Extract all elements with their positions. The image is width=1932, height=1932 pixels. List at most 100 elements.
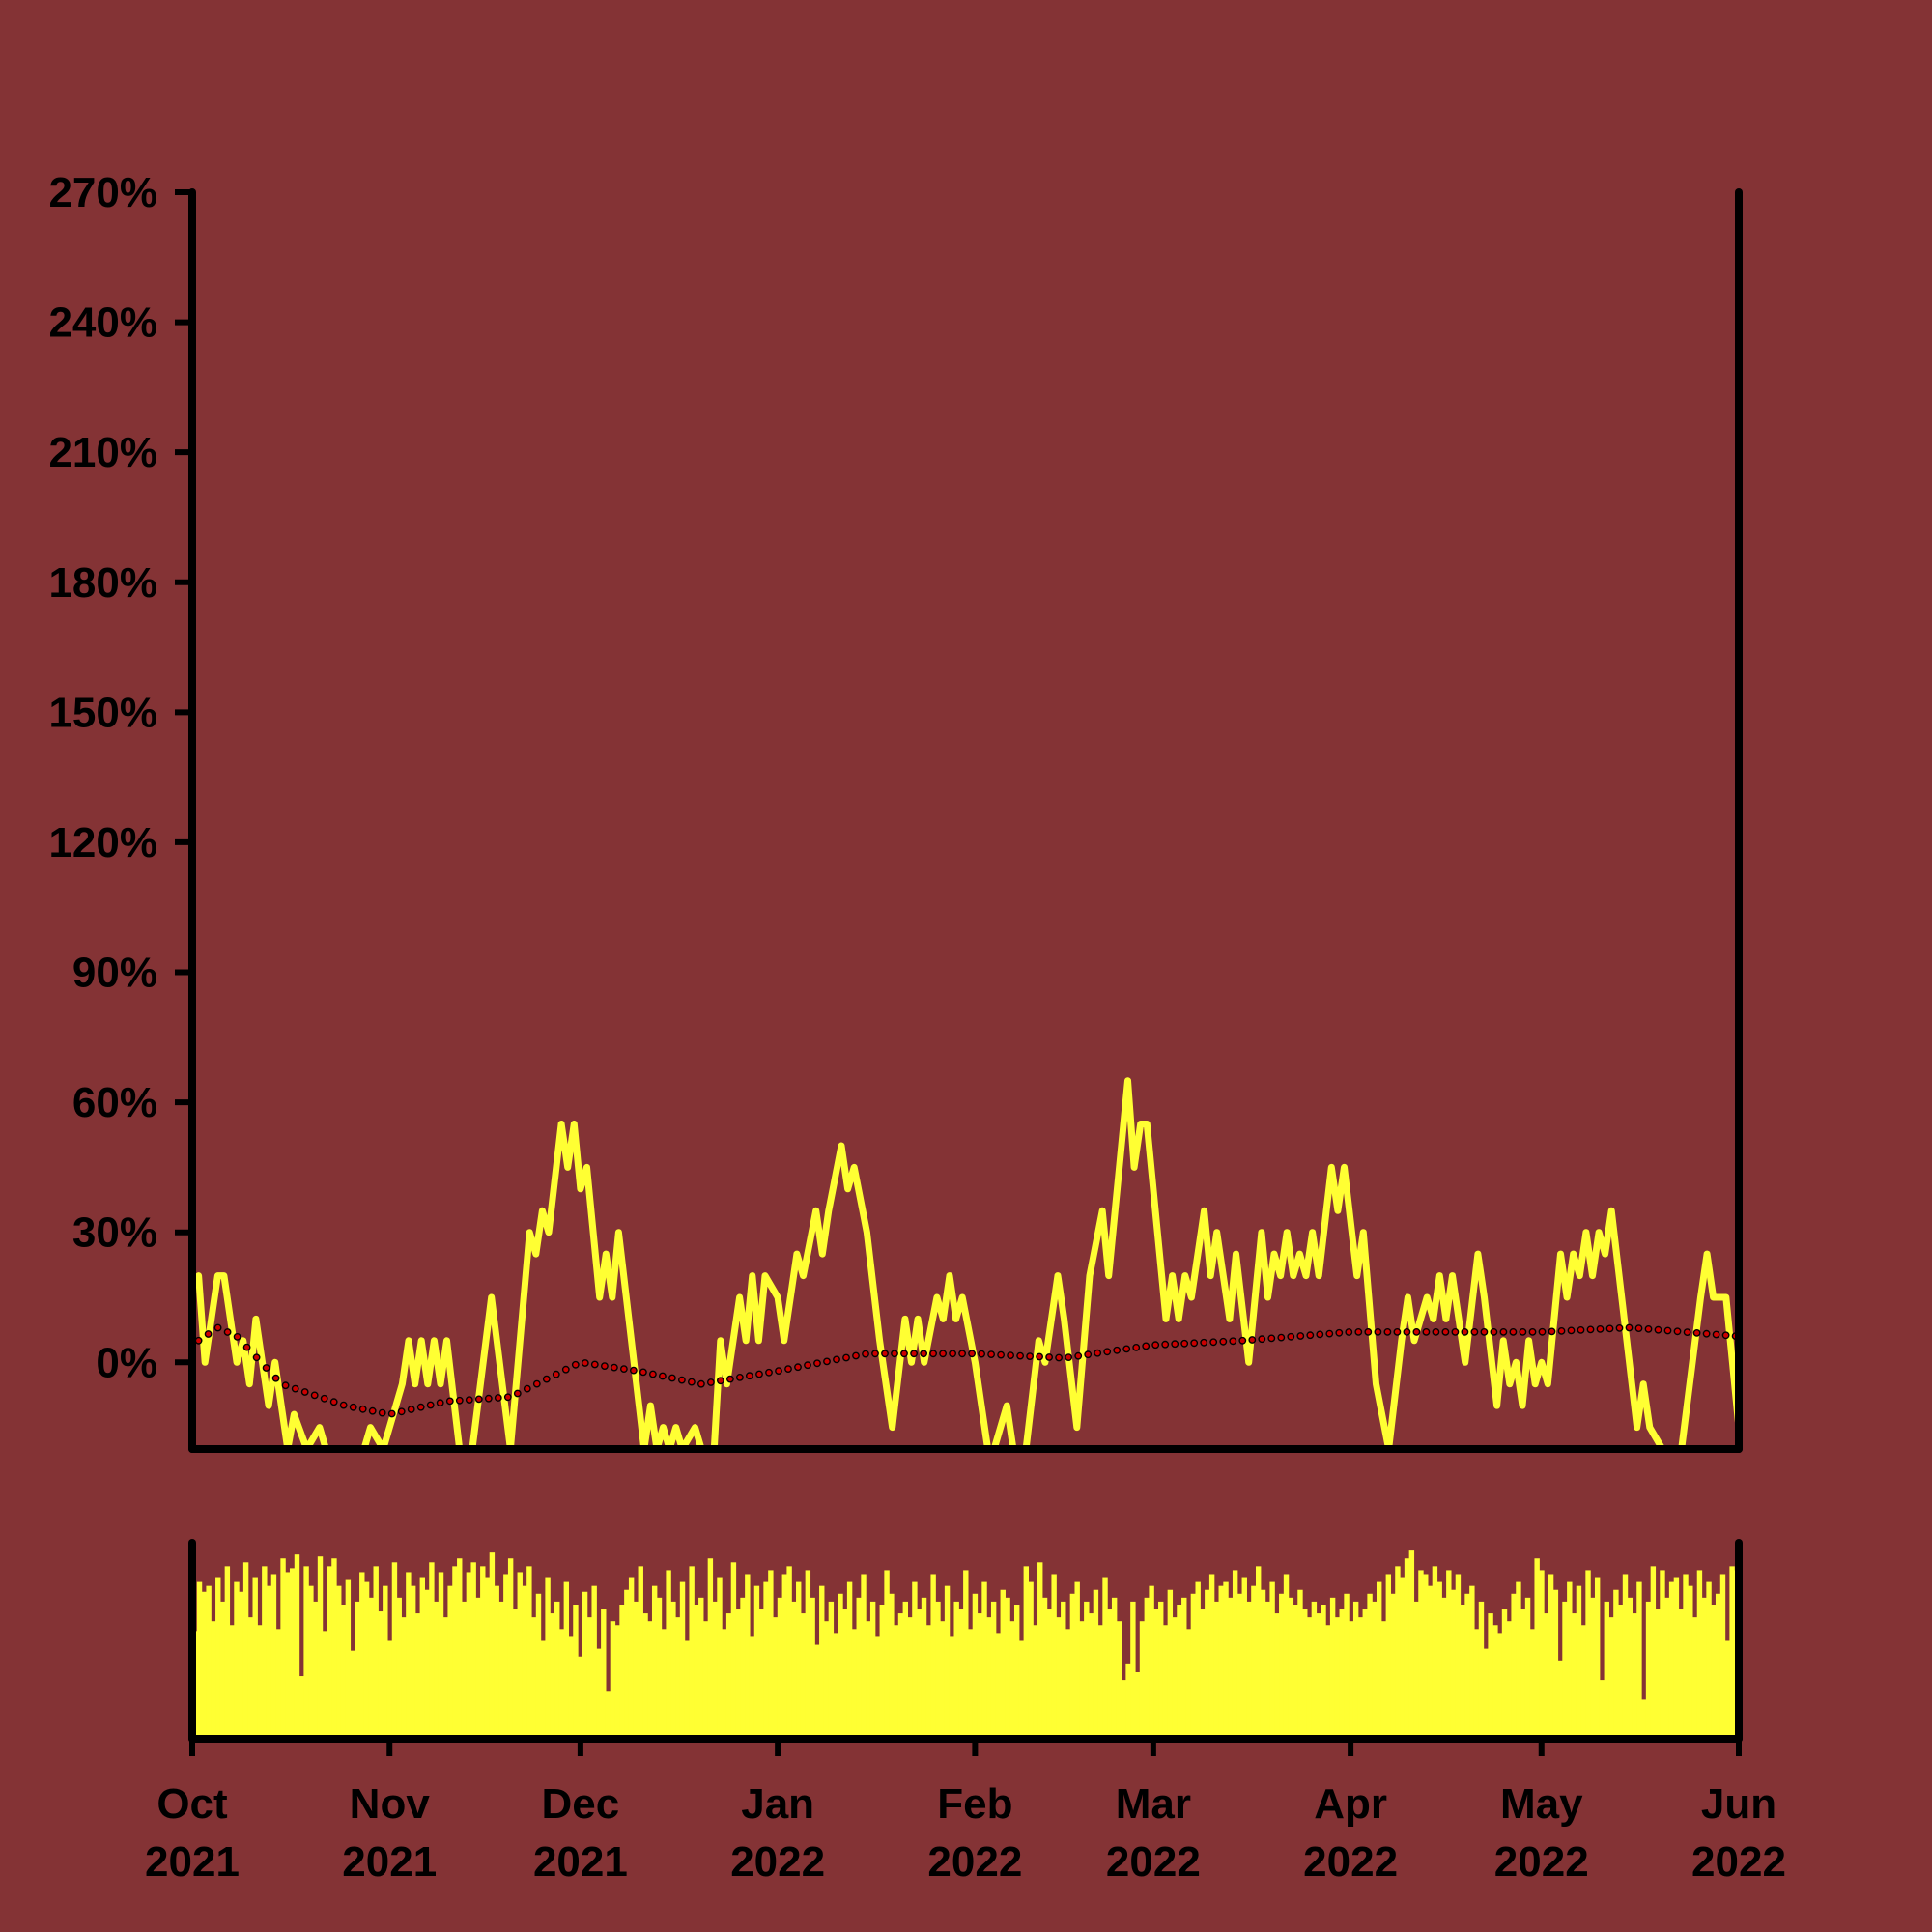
volume-bar (1185, 1629, 1192, 1739)
trend-point (387, 1409, 396, 1418)
volume-bar (712, 1601, 718, 1739)
volume-bar (670, 1601, 676, 1739)
volume-bar (1056, 1617, 1062, 1739)
trend-point (1702, 1329, 1711, 1338)
volume-bar (1134, 1671, 1141, 1739)
volume-bar (1172, 1617, 1178, 1739)
trend-point (804, 1361, 811, 1370)
trend-point (281, 1381, 290, 1390)
trend-point (1161, 1340, 1170, 1349)
trend-point (1509, 1328, 1518, 1336)
trend-point (842, 1353, 850, 1362)
volume-bar (308, 1585, 314, 1739)
volume-bar (1033, 1625, 1038, 1739)
volume-bar (1618, 1605, 1624, 1739)
volume-bar (702, 1621, 709, 1739)
trend-point (987, 1350, 995, 1359)
volume-bar (1413, 1601, 1419, 1739)
trend-point (949, 1350, 956, 1358)
volume-bar (1691, 1617, 1698, 1739)
volume-bar (1688, 1585, 1693, 1739)
volume-bar (1464, 1593, 1470, 1739)
trend-point (1354, 1328, 1363, 1336)
trend-point (1528, 1328, 1537, 1336)
volume-bar (749, 1636, 755, 1739)
volume-bar (1181, 1597, 1187, 1739)
volume-bar (336, 1585, 342, 1739)
trend-point (523, 1384, 531, 1393)
trend-point (1683, 1328, 1691, 1337)
trend-point (871, 1350, 879, 1358)
trend-point (630, 1366, 638, 1375)
trend-point (1605, 1324, 1614, 1333)
volume-bar (1000, 1589, 1006, 1739)
volume-bar (1719, 1574, 1726, 1739)
trend-point (620, 1365, 628, 1374)
trend-point (1325, 1329, 1334, 1338)
trend-point (474, 1395, 483, 1404)
volume-bar (285, 1572, 291, 1739)
volume-bar (298, 1676, 304, 1739)
volume-bar (879, 1605, 885, 1739)
volume-bar (698, 1597, 704, 1739)
volume-bar (866, 1621, 871, 1739)
trend-point (1480, 1328, 1489, 1336)
volume-bar (252, 1577, 258, 1739)
volume-bar (963, 1570, 969, 1739)
volume-bar (768, 1570, 774, 1739)
volume-bar (1590, 1597, 1596, 1739)
trend-point (1316, 1330, 1324, 1339)
trend-point (242, 1343, 251, 1351)
trend-point (1461, 1328, 1469, 1336)
trend-point (862, 1350, 869, 1358)
trend-point (1634, 1324, 1643, 1333)
volume-bar (1125, 1663, 1131, 1739)
x-tick-month-label: Nov (350, 1780, 431, 1828)
trend-point (1654, 1325, 1662, 1334)
volume-bar (596, 1648, 602, 1739)
x-tick-year-label: 2022 (730, 1838, 825, 1886)
volume-bar (772, 1617, 779, 1739)
volume-bar (1460, 1605, 1465, 1739)
volume-bar (1306, 1617, 1313, 1739)
volume-bar (800, 1613, 807, 1739)
volume-bar (215, 1577, 221, 1739)
volume-bar (229, 1625, 235, 1739)
volume-bar (1645, 1601, 1652, 1739)
trend-point (1142, 1342, 1151, 1350)
volume-bar (735, 1609, 741, 1739)
volume-bar (1655, 1609, 1661, 1739)
volume-bar (1228, 1597, 1234, 1739)
volume-bar (1177, 1605, 1182, 1739)
volume-bar (610, 1621, 616, 1739)
volume-bar (270, 1574, 277, 1739)
trend-point (1673, 1327, 1682, 1336)
volume-bar (419, 1577, 425, 1739)
volume-bar (224, 1566, 231, 1739)
trend-point (1045, 1353, 1054, 1361)
volume-bar (1325, 1625, 1331, 1739)
volume-bar (1372, 1601, 1378, 1739)
volume-bar (475, 1597, 481, 1739)
trend-point (920, 1350, 927, 1358)
volume-bar (429, 1562, 435, 1739)
trend-point (233, 1333, 242, 1341)
volume-bar (1269, 1581, 1275, 1739)
trend-point (1615, 1324, 1624, 1332)
trend-point (1663, 1326, 1672, 1335)
volume-bar (889, 1593, 895, 1739)
trend-point (1548, 1327, 1556, 1336)
trend-point (329, 1398, 338, 1406)
x-tick-year-label: 2022 (1303, 1838, 1398, 1886)
volume-bar (211, 1621, 216, 1739)
volume-bar (550, 1613, 555, 1739)
trend-point (300, 1388, 309, 1396)
volume-bar (1041, 1597, 1048, 1739)
trend-point (1229, 1337, 1237, 1346)
volume-bar (386, 1640, 393, 1739)
volume-bar (944, 1585, 951, 1739)
trend-point (1055, 1353, 1064, 1362)
volume-bar (563, 1581, 570, 1739)
volume-bar (977, 1613, 982, 1739)
trend-point (1200, 1338, 1208, 1347)
